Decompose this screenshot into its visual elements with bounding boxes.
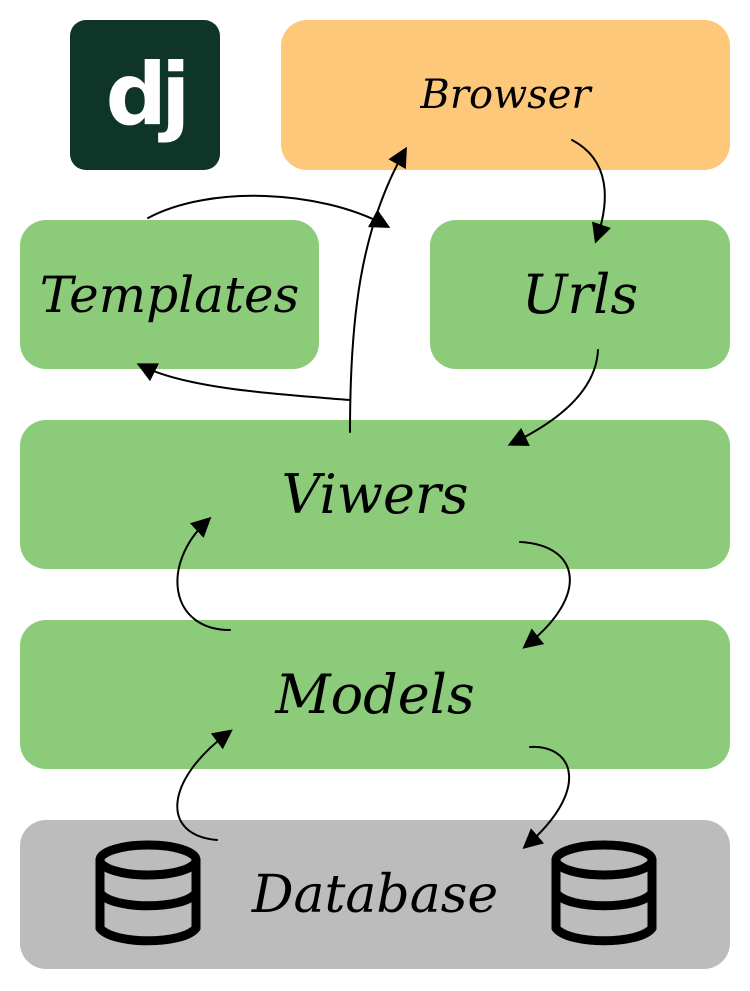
urls-node: Urls bbox=[430, 220, 730, 369]
database-cylinder-icon bbox=[95, 840, 201, 946]
database-label: Database bbox=[251, 864, 499, 925]
templates-node: Templates bbox=[20, 220, 319, 369]
arrow-viewers-to-templates bbox=[136, 363, 351, 401]
database-cylinder-icon bbox=[551, 840, 657, 946]
urls-label: Urls bbox=[521, 263, 639, 326]
arrow-viewers-to-browser bbox=[349, 146, 407, 433]
browser-node: Browser bbox=[281, 20, 730, 170]
models-label: Models bbox=[275, 663, 475, 726]
browser-label: Browser bbox=[420, 72, 591, 118]
viewers-node: Viwers bbox=[20, 420, 730, 569]
logo-text: dj bbox=[105, 45, 190, 145]
django-logo-icon: dj bbox=[70, 20, 220, 170]
templates-label: Templates bbox=[39, 265, 300, 324]
viewers-label: Viwers bbox=[281, 463, 469, 526]
models-node: Models bbox=[20, 620, 730, 769]
